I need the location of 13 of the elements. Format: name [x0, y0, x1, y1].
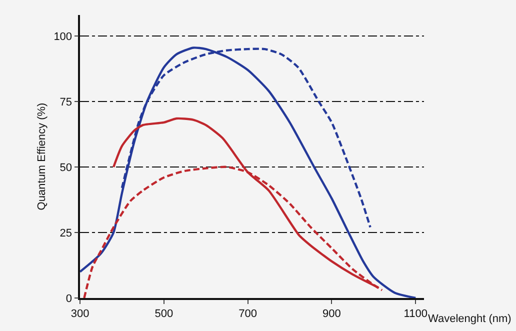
y-axis-title: Quantum Effiency (%): [36, 102, 48, 210]
y-tick-label: 0: [66, 292, 72, 305]
x-tick-label: 500: [154, 308, 174, 320]
x-axis-title: Wavelenght (nm): [428, 313, 512, 325]
x-tick-label: 1100: [404, 308, 428, 320]
y-tick-label: 100: [54, 30, 72, 43]
y-tick-label: 25: [60, 227, 72, 240]
x-tick-label: 700: [238, 308, 257, 320]
line-series: [80, 46, 417, 298]
y-tick-label: 75: [60, 96, 72, 108]
x-tick-label: 300: [70, 308, 90, 320]
y-tick-label: 50: [60, 162, 72, 174]
x-tick-label: 900: [322, 308, 341, 320]
